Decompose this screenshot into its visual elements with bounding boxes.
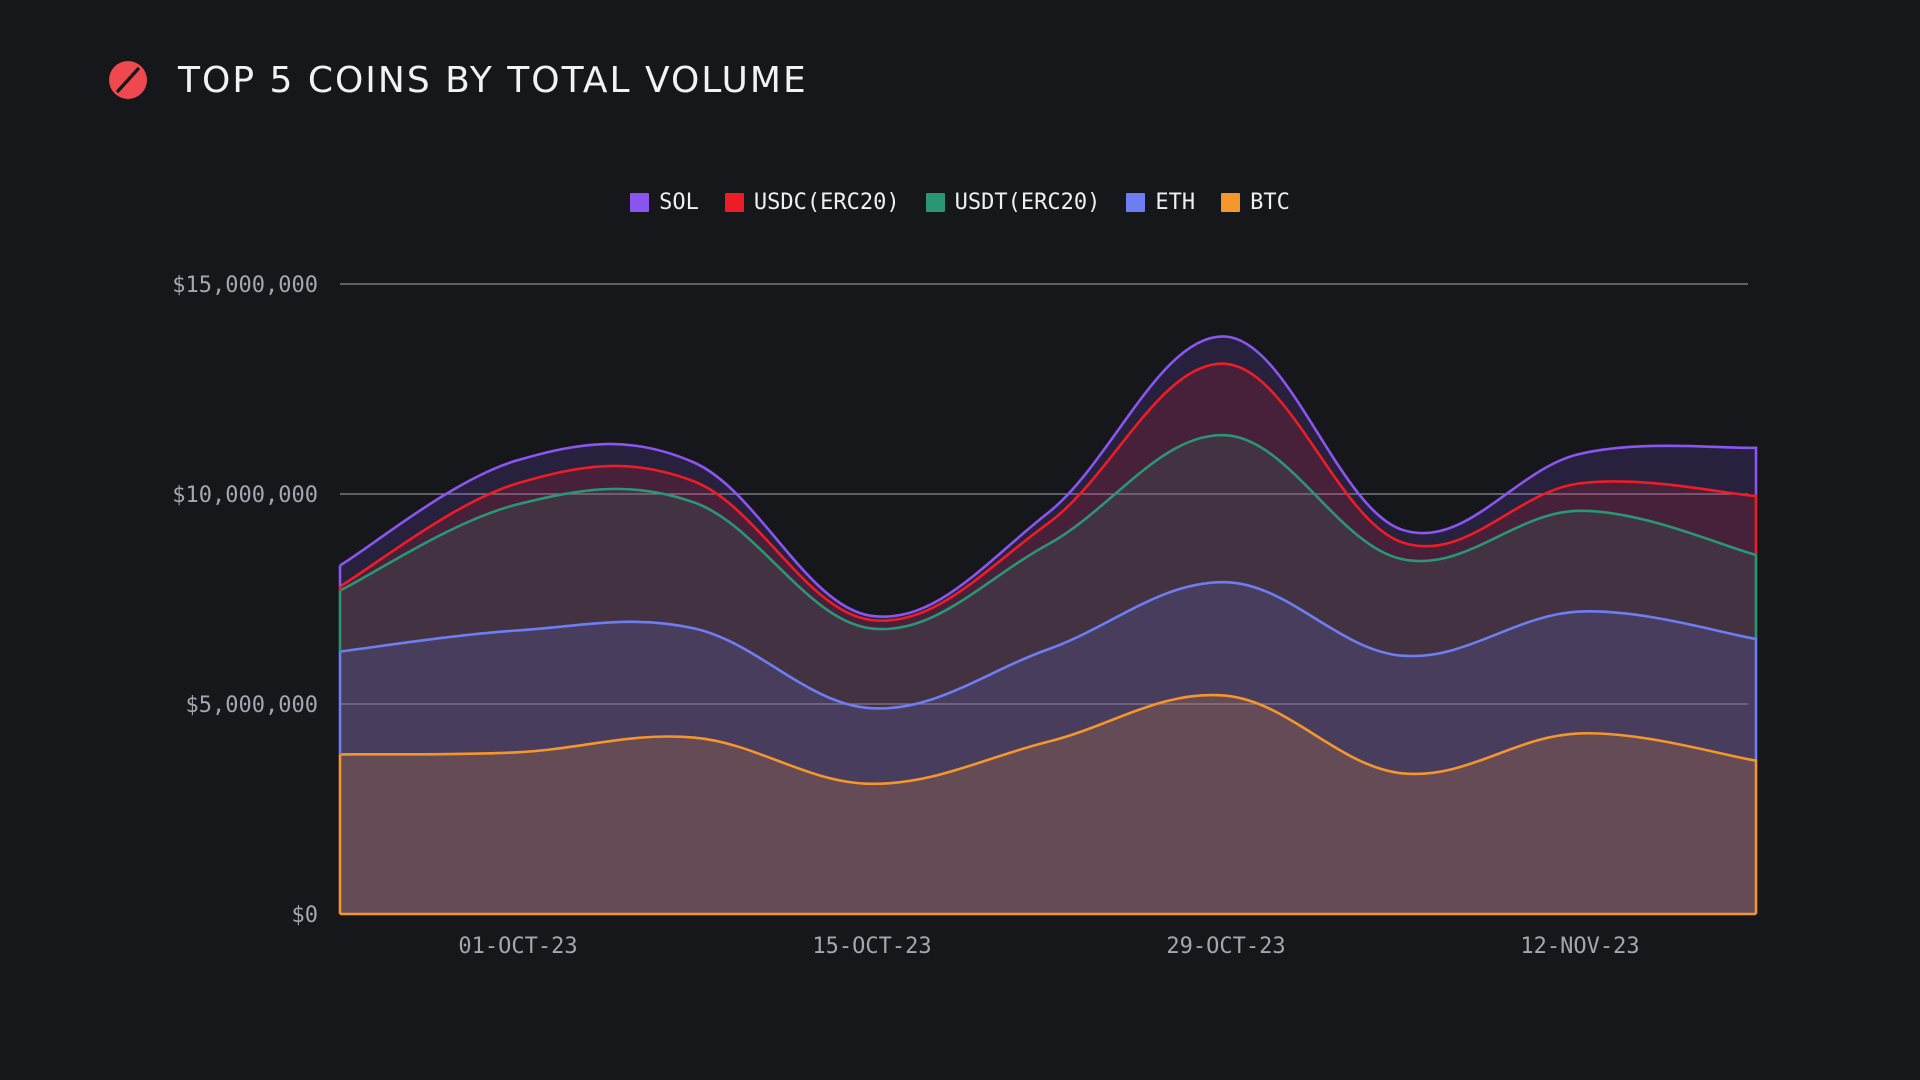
y-tick-label: $15,000,000: [172, 273, 318, 298]
y-axis-ticks: $0 $5,000,000 $10,000,000 $15,000,000: [172, 273, 318, 928]
legend-label: BTC: [1250, 190, 1290, 215]
chart-title: TOP 5 COINS BY TOTAL VOLUME: [178, 59, 808, 101]
line-btc: [339, 693, 1758, 914]
chart-header: TOP 5 COINS BY TOTAL VOLUME: [108, 56, 808, 104]
legend-label: USDT(ERC20): [954, 190, 1101, 215]
legend-swatch: [1126, 193, 1146, 212]
x-tick-label: 15-OCT-23: [812, 934, 931, 959]
legend-item[interactable]: USDT(ERC20): [925, 190, 1101, 215]
slashed-circle-logo-icon: [109, 61, 147, 99]
area-eth: [340, 582, 1756, 914]
area-btc: [340, 695, 1756, 914]
series-lines: [338, 335, 1758, 916]
x-tick-label: 01-OCT-23: [458, 934, 577, 959]
legend-swatch: [925, 193, 945, 212]
line-eth: [339, 580, 1758, 761]
y-tick-label: $10,000,000: [172, 483, 318, 508]
chart-legend: SOL USDC(ERC20) USDT(ERC20) ETH BTC: [0, 190, 1920, 215]
legend-label: ETH: [1155, 190, 1196, 215]
y-tick-label: $0: [292, 903, 319, 928]
line-usdt-erc20-: [339, 433, 1758, 639]
series-areas: [340, 336, 1756, 914]
x-axis-ticks: 01-OCT-23 15-OCT-23 29-OCT-23 12-NOV-23: [458, 934, 1639, 959]
legend-swatch: [724, 193, 744, 212]
legend-label: USDC(ERC20): [753, 190, 900, 215]
grid-lines: [340, 283, 1748, 705]
y-tick-label: $5,000,000: [186, 693, 318, 718]
legend-swatch: [630, 193, 650, 212]
area-usdt-erc20-: [340, 435, 1756, 914]
x-tick-label: 12-NOV-23: [1520, 934, 1639, 959]
legend-item[interactable]: BTC: [1221, 190, 1290, 215]
legend-item[interactable]: SOL: [630, 190, 699, 215]
legend-swatch: [1221, 193, 1241, 212]
legend-label: SOL: [659, 190, 699, 215]
line-sol: [339, 335, 1758, 618]
line-usdc-erc20-: [339, 362, 1758, 622]
legend-item[interactable]: ETH: [1126, 190, 1195, 215]
x-tick-label: 29-OCT-23: [1166, 934, 1285, 959]
legend-item[interactable]: USDC(ERC20): [724, 190, 900, 215]
